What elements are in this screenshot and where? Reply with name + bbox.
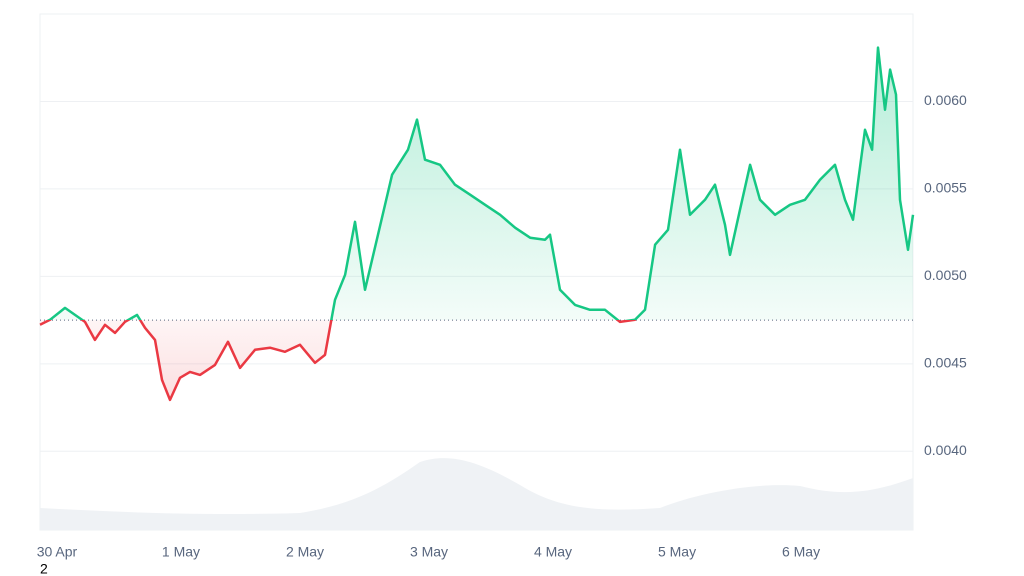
x-tick-label: 6 May [782, 544, 820, 560]
y-tick-label: 0.0045 [924, 355, 967, 371]
y-tick-label: 0.0060 [924, 92, 967, 108]
x-tick-label: 3 May [410, 544, 448, 560]
x-tick-label: 4 May [534, 544, 572, 560]
footnote: 2 [40, 561, 48, 576]
x-tick-label: 30 Apr [37, 544, 78, 560]
area-fill [40, 47, 913, 400]
volume-area [40, 458, 913, 530]
y-tick-label: 0.0050 [924, 267, 967, 283]
x-tick-label: 2 May [286, 544, 324, 560]
x-tick-label: 5 May [658, 544, 696, 560]
y-tick-label: 0.0055 [924, 180, 967, 196]
y-tick-label: 0.0040 [924, 442, 967, 458]
price-line [39, 46, 915, 402]
x-tick-label: 1 May [162, 544, 200, 560]
